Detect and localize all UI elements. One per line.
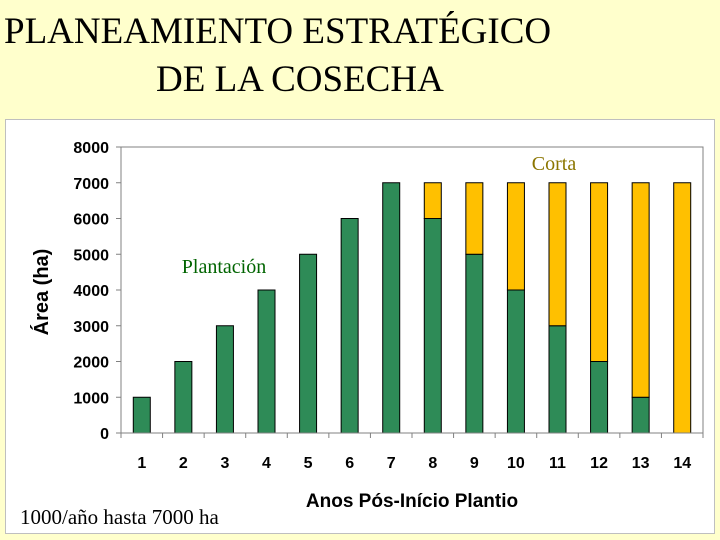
y-tick-label: 0 [100,426,109,443]
bar-corta-14 [673,182,692,434]
slide-title-line-2: DE LA COSECHA [156,59,444,100]
bar-plantacion-4 [257,289,276,434]
x-tick-label: 13 [632,455,650,472]
y-tick-label: 8000 [73,140,109,157]
bar-plantacion-12 [590,361,609,434]
x-tick-label: 2 [179,455,188,472]
bar-plantacion-2 [174,361,193,434]
x-tick-label: 12 [590,455,608,472]
bar-plantacion-5 [299,253,318,434]
x-tick-label: 4 [262,455,271,472]
bar-corta-9 [465,182,484,255]
bar-plantacion-10 [506,289,525,434]
bar-corta-13 [631,182,650,398]
x-tick-label: 3 [220,455,229,472]
series-label-plantacion: Plantación [182,256,266,278]
x-tick-label: 1 [137,455,146,472]
x-tick-label: 8 [428,455,437,472]
x-tick-label: 11 [549,455,566,472]
plot-area [120,146,704,434]
bar-corta-12 [590,182,609,362]
x-tick-label: 7 [387,455,396,472]
bar-plantacion-8 [423,218,442,434]
bar-plantacion-6 [340,218,359,434]
bar-plantacion-9 [465,253,484,434]
y-tick-label: 4000 [73,283,109,300]
bar-plantacion-1 [132,396,151,434]
bar-corta-10 [506,182,525,291]
bar-plantacion-3 [215,325,234,434]
y-tick-label: 3000 [73,319,109,336]
labels-group: Corta Plantación Anos Pós-Início Plantio… [30,153,576,512]
y-axis-title: Área (ha) [30,249,53,336]
bars-group [132,182,692,434]
bar-corta-11 [548,182,567,327]
bar-plantacion-13 [631,396,650,434]
y-tick-label: 6000 [73,212,109,229]
bar-corta-8 [423,182,442,219]
y-tick-label: 2000 [73,355,109,372]
bar-plantacion-11 [548,325,567,434]
x-tick-label: 9 [470,455,479,472]
y-tick-label: 5000 [73,247,109,264]
x-tick-label: 14 [673,455,691,472]
footnote: 1000/año hasta 7000 ha [20,505,219,529]
series-label-corta: Corta [532,153,577,175]
slide-title-line-1: PLANEAMIENTO ESTRATÉGICO [4,11,552,52]
bar-plantacion-7 [382,182,401,434]
x-tick-label: 6 [345,455,354,472]
plot-frame [120,146,704,434]
x-tick-label: 5 [304,455,313,472]
y-tick-label: 7000 [73,176,109,193]
y-tick-label: 1000 [73,390,109,407]
chart-panel: 0 1000 2000 3000 4000 5000 6000 7000 8000 1 2 3 4 5 6 7… [5,119,715,534]
x-axis-title: Anos Pós-Início Plantio [306,491,518,512]
x-tick-label: 10 [507,455,525,472]
